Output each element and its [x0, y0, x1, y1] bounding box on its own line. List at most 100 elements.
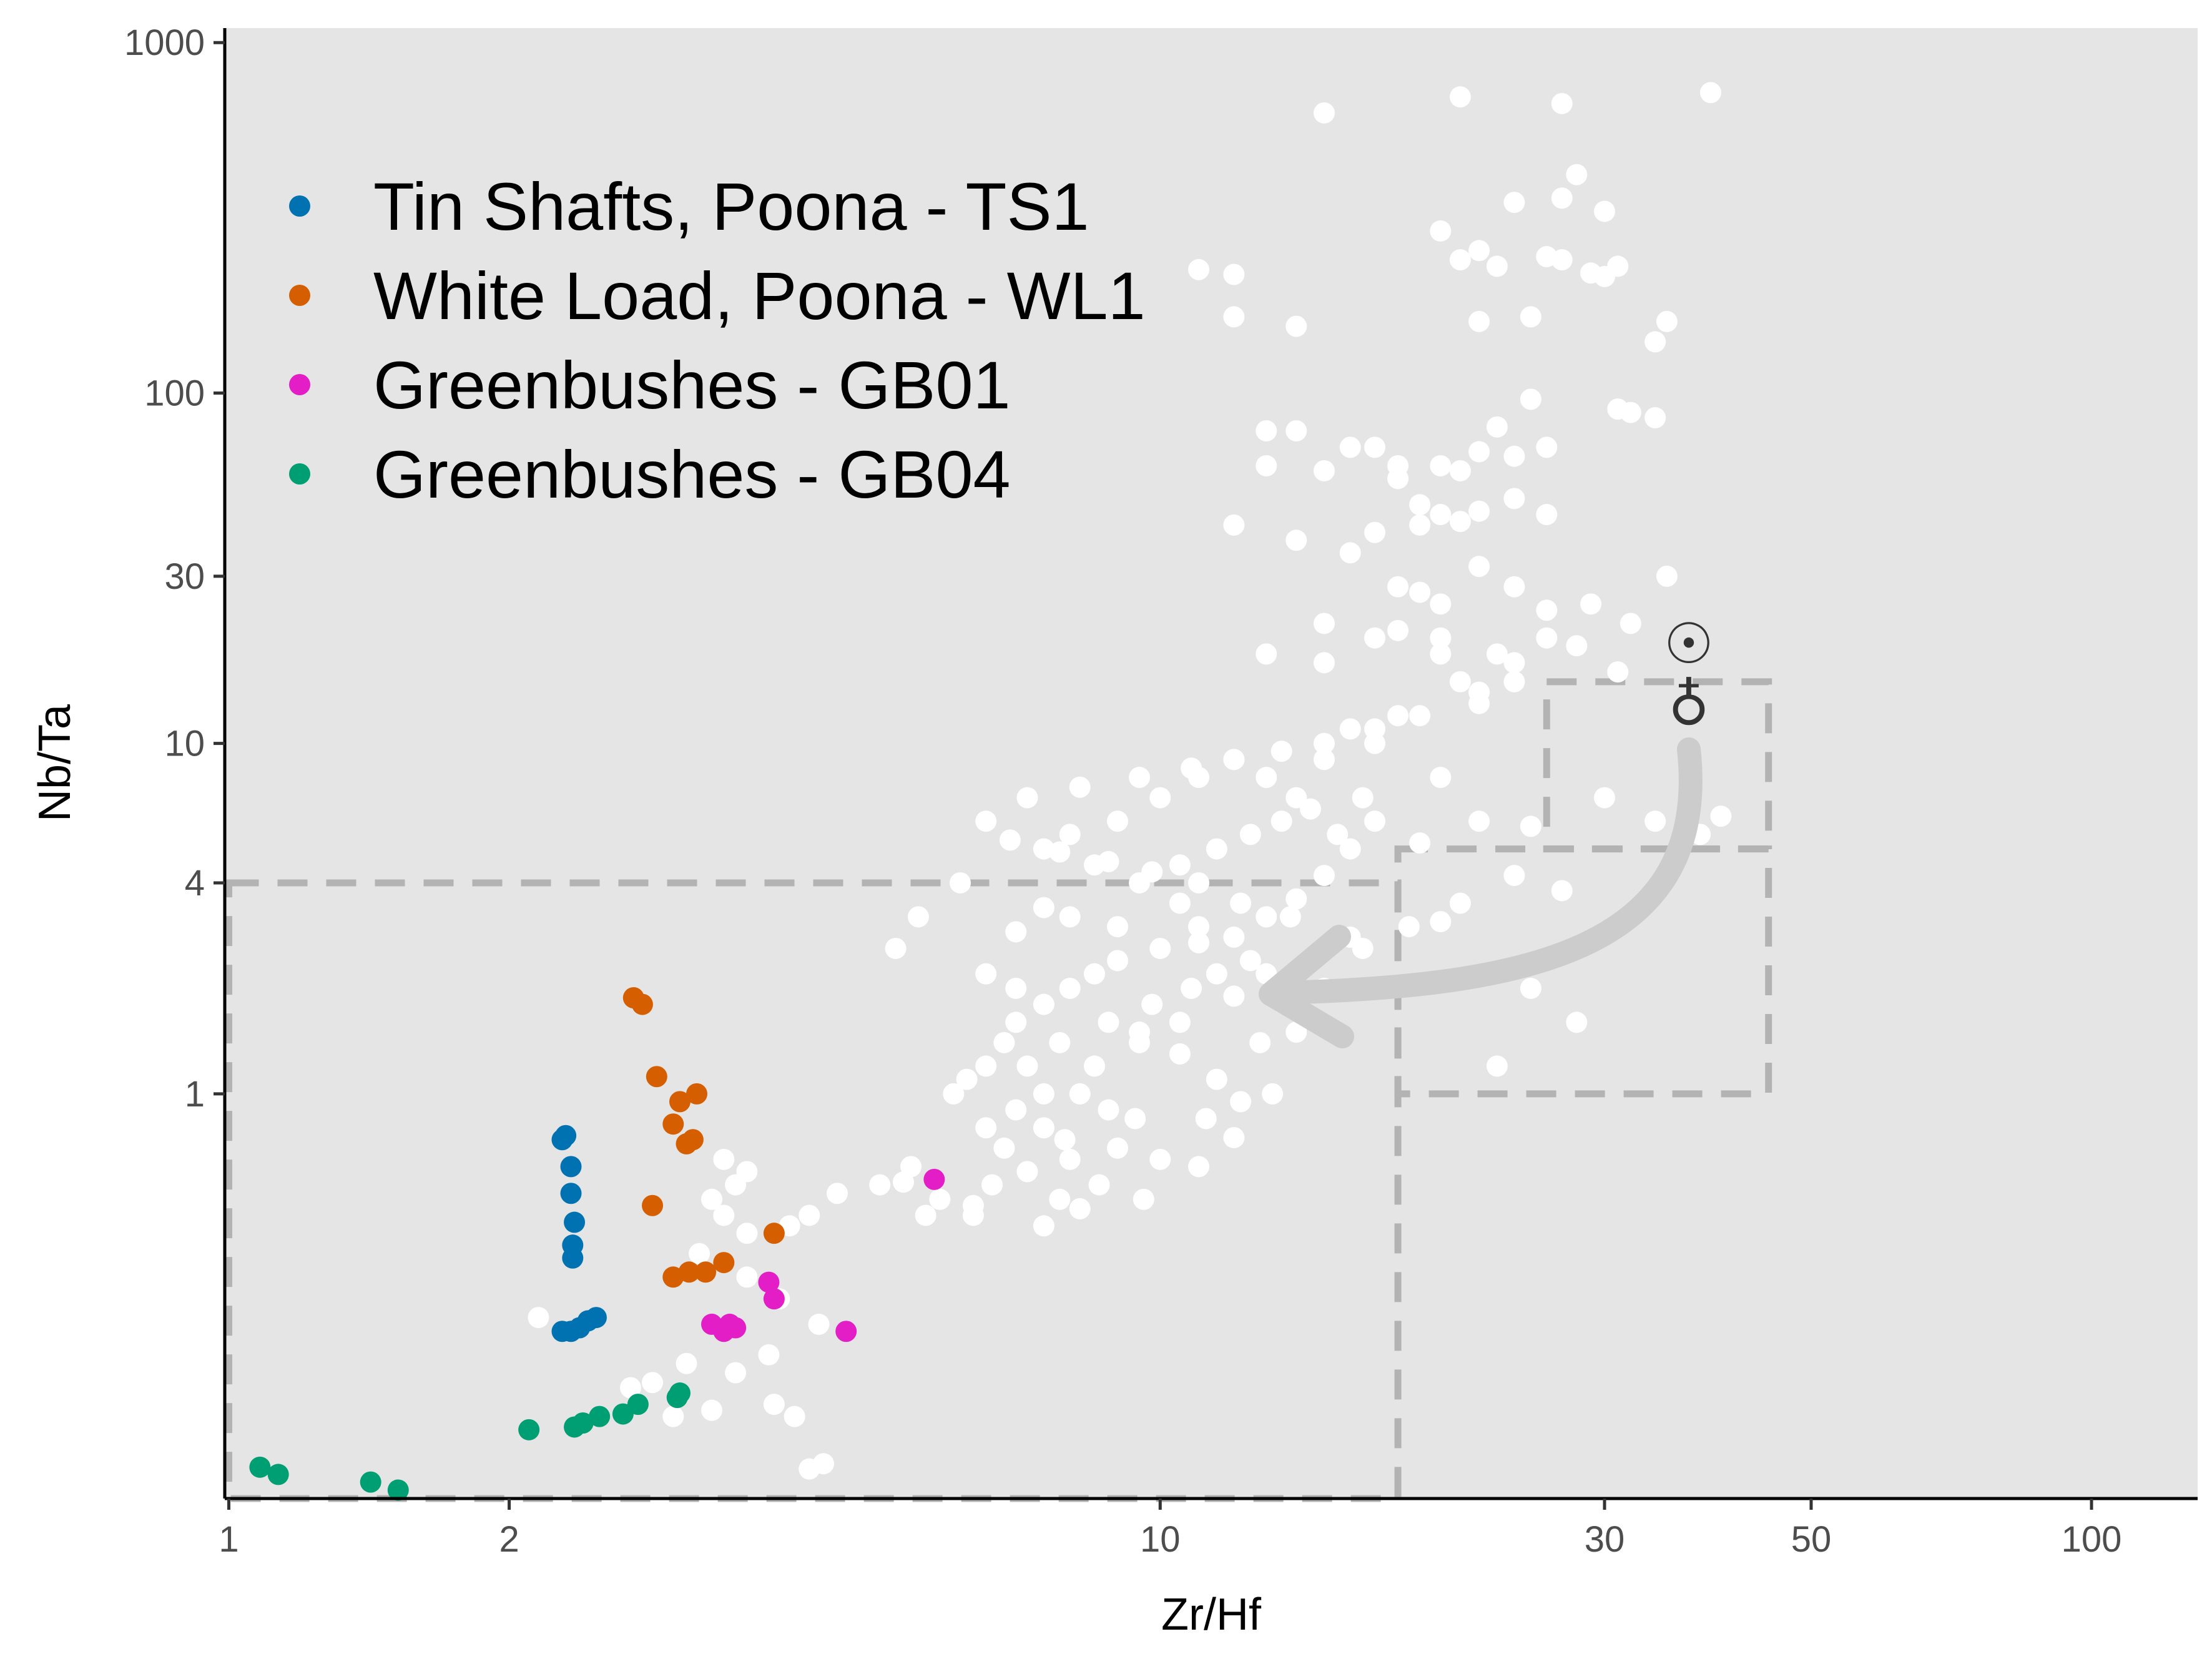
data-point — [808, 1313, 830, 1335]
data-point — [1059, 906, 1081, 928]
data-point — [669, 1382, 691, 1404]
data-point — [1594, 200, 1616, 222]
data-point — [1069, 1083, 1091, 1105]
plot-panel — [225, 28, 2198, 1499]
data-point — [1033, 897, 1054, 918]
data-point — [676, 1352, 697, 1374]
data-point — [1449, 511, 1471, 533]
data-point — [1520, 815, 1541, 837]
data-point — [1430, 593, 1452, 615]
data-point — [1285, 529, 1307, 551]
data-point — [1313, 460, 1335, 481]
x-tick-label: 1 — [219, 1519, 238, 1560]
data-point — [975, 1055, 997, 1077]
data-point — [1033, 1215, 1054, 1237]
legend-label: Greenbushes - GB04 — [373, 436, 1011, 512]
data-point — [1430, 767, 1452, 789]
legend-label: White Load, Poona - WL1 — [373, 258, 1146, 333]
data-point — [1149, 937, 1171, 959]
data-point — [835, 1321, 857, 1342]
data-point — [1566, 164, 1588, 185]
data-point — [686, 1083, 708, 1105]
data-point — [1327, 824, 1349, 845]
arrow-annotation — [1259, 737, 1703, 1048]
data-point — [812, 1453, 834, 1475]
data-point — [678, 1261, 700, 1283]
data-point — [1566, 635, 1588, 657]
legend-label: Tin Shafts, Poona - TS1 — [373, 169, 1089, 244]
data-point — [662, 1405, 684, 1427]
data-point — [1279, 906, 1301, 928]
data-point — [627, 1394, 649, 1415]
data-point — [701, 1188, 723, 1210]
data-point — [589, 1405, 611, 1427]
data-point — [1223, 749, 1245, 770]
data-point — [1551, 249, 1573, 271]
data-point — [1129, 767, 1151, 789]
data-point — [1098, 1012, 1119, 1033]
data-point — [1005, 1099, 1027, 1121]
data-point — [975, 810, 997, 832]
data-point — [1468, 681, 1490, 703]
data-point — [885, 937, 907, 959]
data-point — [1016, 1055, 1038, 1077]
data-point — [1580, 593, 1602, 615]
data-point — [1387, 576, 1409, 598]
data-point — [763, 1288, 785, 1310]
data-point — [1468, 500, 1490, 522]
data-point — [1503, 445, 1525, 467]
y-tick-label: 100 — [144, 373, 205, 413]
data-point — [1520, 388, 1541, 410]
legend-marker — [289, 195, 310, 217]
data-point — [1503, 192, 1525, 214]
data-point — [1223, 514, 1245, 536]
series-3 — [701, 1168, 945, 1342]
data-point — [689, 1243, 710, 1264]
data-point — [1339, 542, 1361, 564]
data-point — [943, 1083, 965, 1105]
data-point — [1551, 187, 1573, 209]
data-point — [975, 963, 997, 985]
data-point — [1069, 776, 1091, 798]
data-point — [249, 1456, 271, 1478]
data-point — [763, 1394, 785, 1415]
data-point — [1710, 805, 1732, 827]
data-point — [1364, 732, 1386, 754]
data-point — [1503, 652, 1525, 674]
data-point — [1339, 436, 1361, 458]
data-point — [1188, 258, 1210, 280]
x-tick-label: 50 — [1791, 1519, 1832, 1560]
data-point — [560, 1156, 582, 1178]
y-tick-label: 4 — [185, 863, 205, 903]
data-point — [1059, 1148, 1081, 1170]
data-point — [1656, 310, 1678, 332]
data-point — [1536, 627, 1558, 649]
data-point — [1206, 963, 1227, 985]
data-point — [1098, 850, 1119, 872]
data-point — [1169, 854, 1191, 876]
data-point — [1551, 92, 1573, 114]
data-point — [981, 1174, 1003, 1196]
data-point — [564, 1211, 586, 1233]
data-point — [1468, 441, 1490, 463]
data-point — [1430, 643, 1452, 665]
data-point — [1644, 810, 1666, 832]
data-point — [719, 1313, 740, 1335]
x-axis-title: Zr/Hf — [1161, 1590, 1262, 1640]
x-tick-label: 2 — [499, 1519, 519, 1560]
data-point — [1107, 950, 1129, 972]
y-tick-label: 10 — [164, 724, 205, 764]
data-point — [1339, 718, 1361, 740]
data-point — [1206, 1068, 1227, 1090]
data-point — [713, 1252, 735, 1274]
data-point — [736, 1266, 758, 1288]
data-point — [1054, 1129, 1076, 1151]
data-point — [826, 1183, 848, 1204]
data-point — [1107, 1137, 1129, 1159]
data-point — [1364, 810, 1386, 832]
data-point — [1033, 838, 1054, 860]
data-point — [1256, 455, 1277, 476]
data-point — [1149, 787, 1171, 809]
data-point — [1620, 613, 1641, 634]
data-point — [267, 1464, 289, 1485]
